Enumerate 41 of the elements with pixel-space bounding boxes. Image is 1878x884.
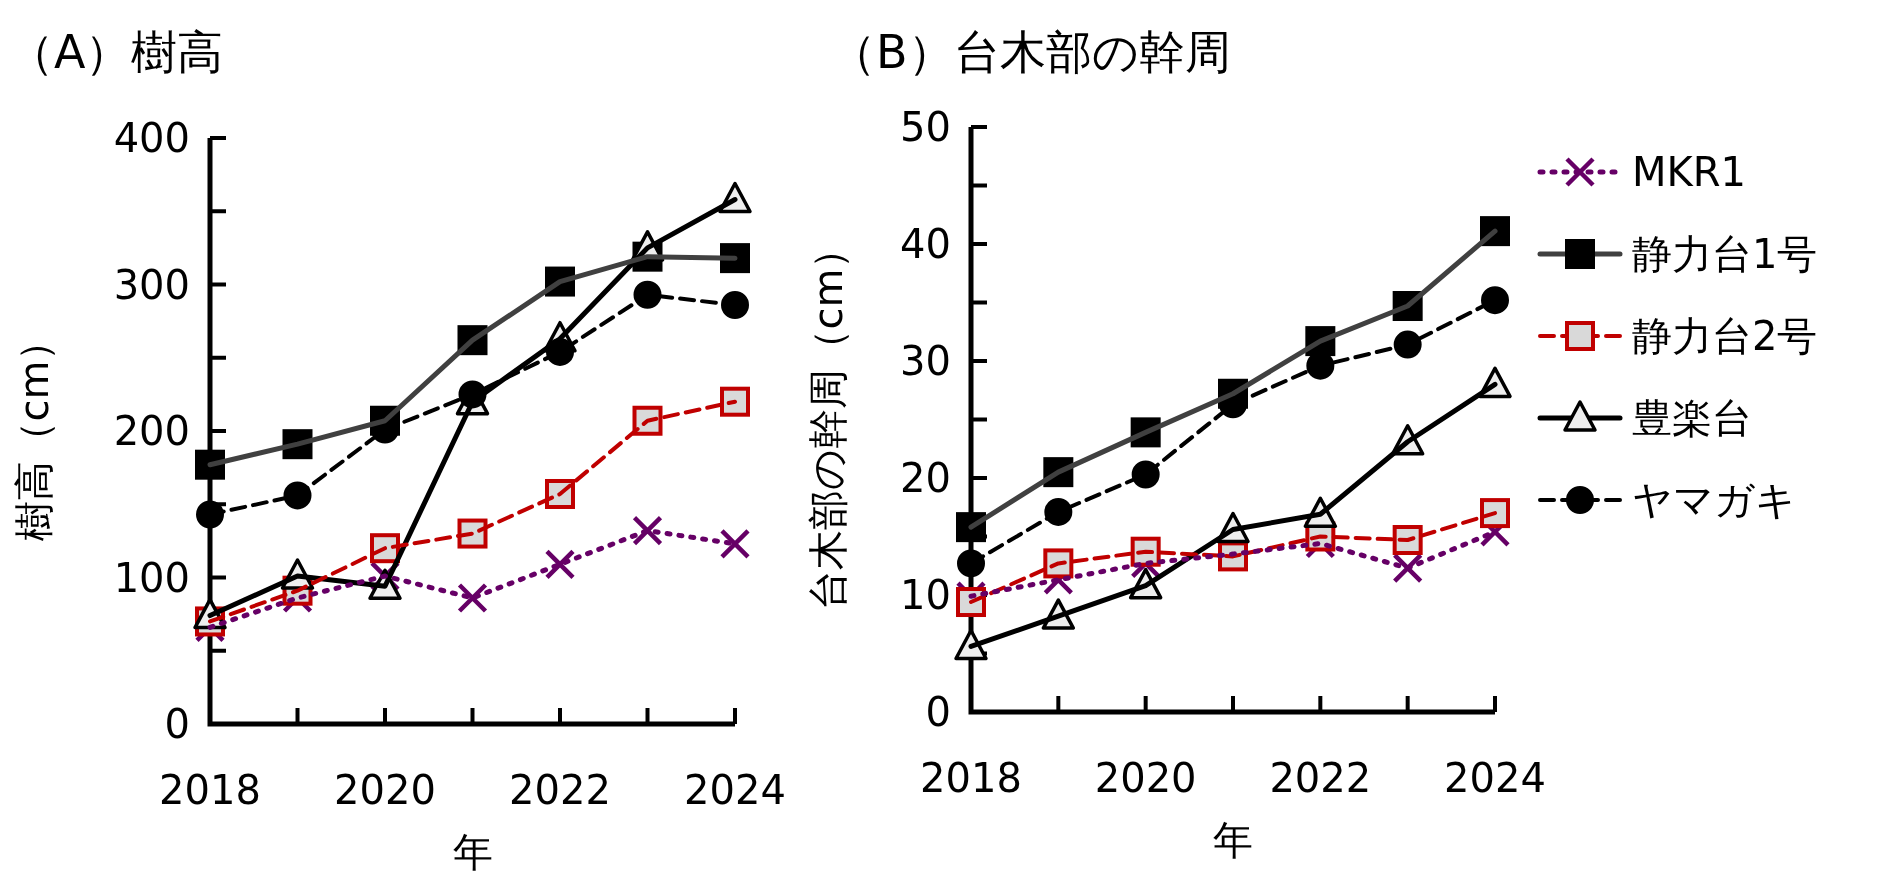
y-tick-label: 100: [113, 554, 190, 601]
legend-label: MKR1: [1632, 149, 1746, 195]
y-tick-label: 20: [900, 455, 951, 501]
point: [720, 386, 750, 417]
x-tick-label: 2020: [1094, 755, 1197, 801]
x-axis-title: 年: [1213, 817, 1253, 863]
x-tick-label: 2020: [334, 767, 436, 813]
y-tick-label: 50: [900, 104, 951, 150]
y-tick-label: 400: [113, 115, 190, 161]
x-tick-label: 2022: [509, 767, 611, 813]
y-tick-label: 10: [900, 572, 951, 618]
point: [721, 291, 749, 320]
legend-label: 豊楽台: [1632, 395, 1752, 441]
y-tick-label: 0: [925, 689, 951, 735]
y-tick-label: 30: [900, 338, 951, 384]
x-tick-label: 2018: [920, 755, 1022, 801]
point: [457, 582, 488, 614]
x-tick-label: 2022: [1269, 755, 1372, 801]
y-tick-label: 0: [164, 701, 190, 747]
point: [719, 528, 751, 560]
y-axis-title: 台木部の幹周（cm）: [805, 228, 851, 611]
legend-label: 静力台2号: [1632, 313, 1818, 359]
point: [196, 500, 224, 529]
chart-title: （A）樹高: [8, 25, 224, 79]
x-tick-label: 2024: [1444, 755, 1546, 801]
point: [1481, 286, 1509, 315]
legend-label: ヤマガキ: [1632, 477, 1796, 523]
point: [1392, 552, 1423, 584]
x-tick-label: 2024: [684, 767, 786, 813]
point: [957, 549, 985, 578]
legend-label: 静力台1号: [1632, 231, 1818, 277]
y-tick-label: 300: [113, 261, 190, 308]
point: [632, 515, 663, 546]
y-tick-label: 200: [113, 408, 190, 454]
y-axis-title: 樹高（cm）: [11, 320, 57, 542]
x-tick-label: 2018: [159, 767, 261, 813]
point: [1480, 498, 1510, 529]
x-axis-title: 年: [452, 829, 493, 875]
chart-title: （B）台木部の幹周: [830, 25, 1231, 79]
point: [544, 549, 576, 580]
y-tick-label: 40: [900, 221, 951, 267]
